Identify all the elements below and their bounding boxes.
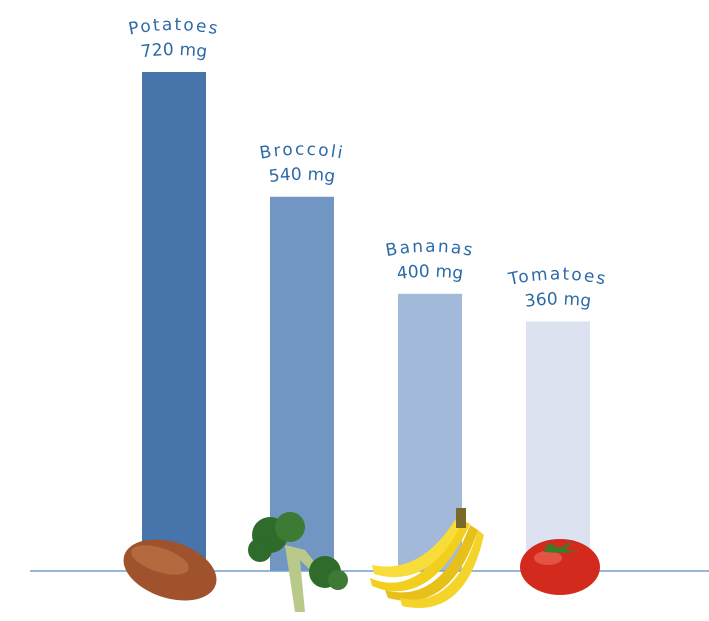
bars [142, 72, 590, 571]
bar [398, 293, 462, 571]
value-label: 540 mg [268, 165, 337, 187]
category-label: Broccoli [258, 140, 344, 164]
value-label: 720 mg [140, 40, 209, 62]
category-label: Bananas [384, 237, 474, 261]
bar [526, 321, 590, 571]
value-label: 400 mg [396, 262, 465, 284]
value-label: 720 mg [140, 40, 209, 62]
value-label: 360 mg [524, 289, 593, 311]
value-label: 360 mg [524, 289, 593, 311]
tomato-image [520, 539, 600, 595]
potato-image [123, 539, 217, 601]
bananas-image [370, 508, 484, 608]
bar [270, 196, 334, 571]
broccoli-image [248, 512, 348, 612]
category-label: Broccoli [258, 140, 346, 164]
category-label: Tomatoes [506, 264, 607, 290]
category-label: Potatoes [127, 15, 221, 40]
value-label: 540 mg [268, 165, 337, 187]
category-label: Bananas [384, 237, 476, 261]
category-label: Potatoes [127, 15, 219, 40]
value-label: 400 mg [396, 262, 465, 284]
category-label: Tomatoes [506, 264, 609, 290]
bar [142, 72, 206, 571]
